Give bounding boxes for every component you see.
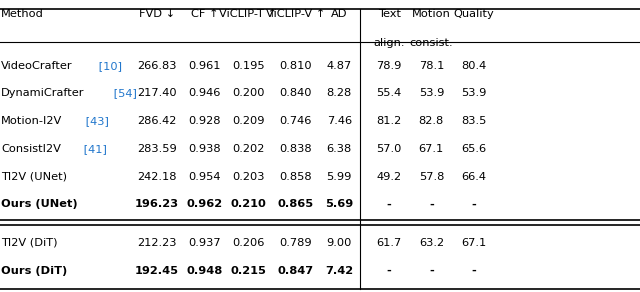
Text: [43]: [43]: [81, 116, 108, 126]
Text: 57.0: 57.0: [376, 144, 402, 154]
Text: -: -: [387, 266, 392, 276]
Text: 0.962: 0.962: [187, 199, 223, 209]
Text: TI2V (DiT): TI2V (DiT): [1, 238, 58, 248]
Text: 212.23: 212.23: [137, 238, 177, 248]
Text: ConsistI2V: ConsistI2V: [1, 144, 61, 154]
Text: 0.810: 0.810: [280, 61, 312, 71]
Text: 266.83: 266.83: [137, 61, 177, 71]
Text: 67.1: 67.1: [461, 238, 486, 248]
Text: [10]: [10]: [95, 61, 122, 71]
Text: 55.4: 55.4: [376, 88, 402, 98]
Text: 0.928: 0.928: [189, 116, 221, 126]
Text: 0.200: 0.200: [232, 88, 264, 98]
Text: 0.948: 0.948: [187, 266, 223, 276]
Text: ViCLIP-V ↑: ViCLIP-V ↑: [266, 9, 325, 19]
Text: 63.2: 63.2: [419, 238, 444, 248]
Text: 8.28: 8.28: [326, 88, 352, 98]
Text: 7.42: 7.42: [325, 266, 353, 276]
Text: 217.40: 217.40: [137, 88, 177, 98]
Text: AD: AD: [331, 9, 348, 19]
Text: align.: align.: [373, 38, 405, 48]
Text: 0.789: 0.789: [280, 238, 312, 248]
Text: 0.937: 0.937: [189, 238, 221, 248]
Text: -: -: [429, 199, 434, 209]
Text: -: -: [471, 199, 476, 209]
Text: Quality: Quality: [453, 9, 494, 19]
Text: 0.946: 0.946: [189, 88, 221, 98]
Text: -: -: [471, 266, 476, 276]
Text: Ours (DiT): Ours (DiT): [1, 266, 68, 276]
Text: consist.: consist.: [410, 38, 453, 48]
Text: 0.195: 0.195: [232, 61, 264, 71]
Text: 0.838: 0.838: [280, 144, 312, 154]
Text: 192.45: 192.45: [135, 266, 179, 276]
Text: 0.847: 0.847: [278, 266, 314, 276]
Text: Motion: Motion: [412, 9, 451, 19]
Text: 0.202: 0.202: [232, 144, 264, 154]
Text: 81.2: 81.2: [376, 116, 402, 126]
Text: 5.99: 5.99: [326, 172, 352, 182]
Text: 0.746: 0.746: [280, 116, 312, 126]
Text: 53.9: 53.9: [419, 88, 444, 98]
Text: DynamiCrafter: DynamiCrafter: [1, 88, 84, 98]
Text: 57.8: 57.8: [419, 172, 444, 182]
Text: 7.46: 7.46: [326, 116, 352, 126]
Text: Ours (UNet): Ours (UNet): [1, 199, 78, 209]
Text: TI2V (UNet): TI2V (UNet): [1, 172, 67, 182]
Text: 0.858: 0.858: [280, 172, 312, 182]
Text: 0.865: 0.865: [278, 199, 314, 209]
Text: 78.1: 78.1: [419, 61, 444, 71]
Text: 0.203: 0.203: [232, 172, 264, 182]
Text: 49.2: 49.2: [376, 172, 402, 182]
Text: 6.38: 6.38: [326, 144, 352, 154]
Text: 65.6: 65.6: [461, 144, 486, 154]
Text: 61.7: 61.7: [376, 238, 402, 248]
Text: 286.42: 286.42: [137, 116, 177, 126]
Text: -: -: [387, 199, 392, 209]
Text: ViCLIP-T ↑: ViCLIP-T ↑: [220, 9, 277, 19]
Text: -: -: [429, 266, 434, 276]
Text: 283.59: 283.59: [137, 144, 177, 154]
Text: 4.87: 4.87: [326, 61, 352, 71]
Text: 242.18: 242.18: [137, 172, 177, 182]
Text: [54]: [54]: [110, 88, 137, 98]
Text: 83.5: 83.5: [461, 116, 486, 126]
Text: 0.961: 0.961: [189, 61, 221, 71]
Text: 82.8: 82.8: [419, 116, 444, 126]
Text: VideoCrafter: VideoCrafter: [1, 61, 73, 71]
Text: 66.4: 66.4: [461, 172, 486, 182]
Text: 5.69: 5.69: [325, 199, 353, 209]
Text: 9.00: 9.00: [326, 238, 352, 248]
Text: 80.4: 80.4: [461, 61, 486, 71]
Text: Text: Text: [378, 9, 401, 19]
Text: Method: Method: [1, 9, 44, 19]
Text: 0.938: 0.938: [189, 144, 221, 154]
Text: 53.9: 53.9: [461, 88, 486, 98]
Text: CF ↑: CF ↑: [191, 9, 218, 19]
Text: FVD ↓: FVD ↓: [139, 9, 175, 19]
Text: 0.209: 0.209: [232, 116, 264, 126]
Text: 67.1: 67.1: [419, 144, 444, 154]
Text: 0.206: 0.206: [232, 238, 264, 248]
Text: 0.210: 0.210: [230, 199, 266, 209]
Text: 0.215: 0.215: [230, 266, 266, 276]
Text: 196.23: 196.23: [135, 199, 179, 209]
Text: [41]: [41]: [80, 144, 107, 154]
Text: 78.9: 78.9: [376, 61, 402, 71]
Text: 0.954: 0.954: [189, 172, 221, 182]
Text: Motion-I2V: Motion-I2V: [1, 116, 63, 126]
Text: 0.840: 0.840: [280, 88, 312, 98]
